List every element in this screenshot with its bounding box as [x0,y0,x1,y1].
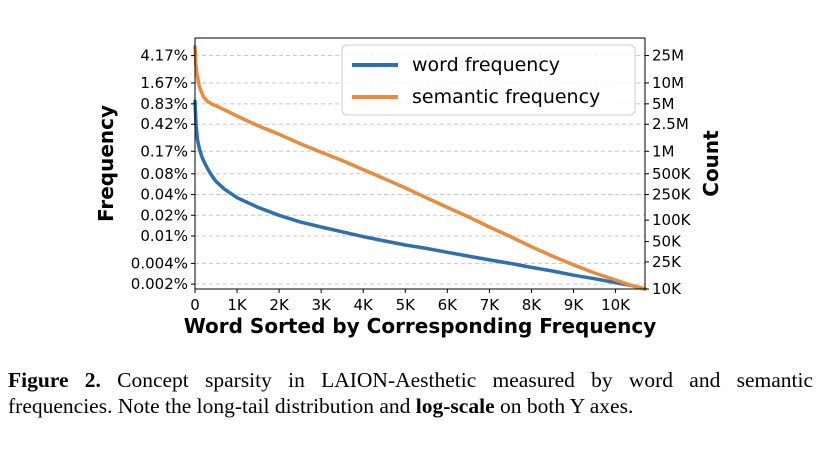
x-tick-label: 7K [480,296,501,314]
y-right-tick-label: 1M [652,142,675,160]
y-right-tick-label: 5M [652,95,675,113]
y-right-tick-label: 10K [652,280,682,298]
x-tick-label: 6K [438,296,459,314]
y-left-tick-label: 0.08% [140,165,188,183]
x-tick-label: 5K [396,296,417,314]
x-tick-label: 1K [227,296,248,314]
y-left-tick-label: 0.04% [140,186,188,204]
y-left-tick-label: 1.67% [140,74,188,92]
x-tick-label: 9K [564,296,585,314]
y-right-tick-label: 2.5M [652,115,689,133]
y-right-tick-label: 250K [652,186,692,204]
y-axis-left-title: Frequency [94,105,118,222]
x-axis-title: Word Sorted by Corresponding Frequency [184,314,657,338]
y-right-tick-label: 100K [652,211,692,229]
x-tick-label: 3K [311,296,332,314]
chart: 0 1K 2K 3K 4K 5K 6K 7K 8K 9K 10K 4.17% 1.67% 0.83% 0.… [94,37,723,338]
y-axis-right-title: Count [699,130,723,197]
y-axis-left-ticks: 4.17% 1.67% 0.83% 0.42% 0.17% 0.08% 0.04% 0.02%… [131,47,195,293]
x-tick-label: 4K [354,296,375,314]
legend-label-0: word frequency [412,54,560,76]
y-right-tick-label: 25M [652,47,684,65]
plot-frame [194,37,646,290]
y-left-tick-label: 0.83% [140,95,188,113]
caption-bold: log-scale [415,394,495,418]
y-right-tick-label: 10M [652,74,684,92]
y-right-tick-label: 50K [652,233,682,251]
figure-caption: Figure 2. Concept sparsity in LAION-Aest… [8,367,813,419]
y-left-tick-label: 0.02% [140,206,188,224]
y-left-tick-label: 0.17% [140,142,188,160]
y-left-tick-label: 0.004% [131,254,188,272]
y-left-tick-label: 4.17% [140,47,188,65]
x-tick-label: 2K [269,296,290,314]
legend: word frequency semantic frequency [341,44,636,116]
caption-text-2: on both Y axes. [494,394,634,418]
legend-label-1: semantic frequency [412,86,600,108]
x-axis-ticks: 0 1K 2K 3K 4K 5K 6K 7K 8K 9K 10K [190,289,631,314]
x-tick-label: 0 [190,296,200,314]
y-right-tick-label: 500K [652,165,692,183]
legend-box [341,44,636,116]
series-lines [193,44,647,291]
x-tick-label: 8K [522,296,543,314]
y-axis-right-ticks: 25M 10M 5M 2.5M 1M 500K 250K 100K 50K 25K 10K [645,47,692,298]
series-line-0 [193,99,647,291]
y-left-tick-label: 0.002% [131,275,188,293]
caption-text-1: Concept sparsity in LAION-Aesthetic meas… [8,368,813,418]
caption-label: Figure 2. [8,368,101,392]
x-tick-label: 10K [601,296,631,314]
y-left-tick-label: 0.42% [140,115,188,133]
series-line-1 [193,44,647,291]
y-left-tick-label: 0.01% [140,227,188,245]
y-right-tick-label: 25K [652,253,682,271]
